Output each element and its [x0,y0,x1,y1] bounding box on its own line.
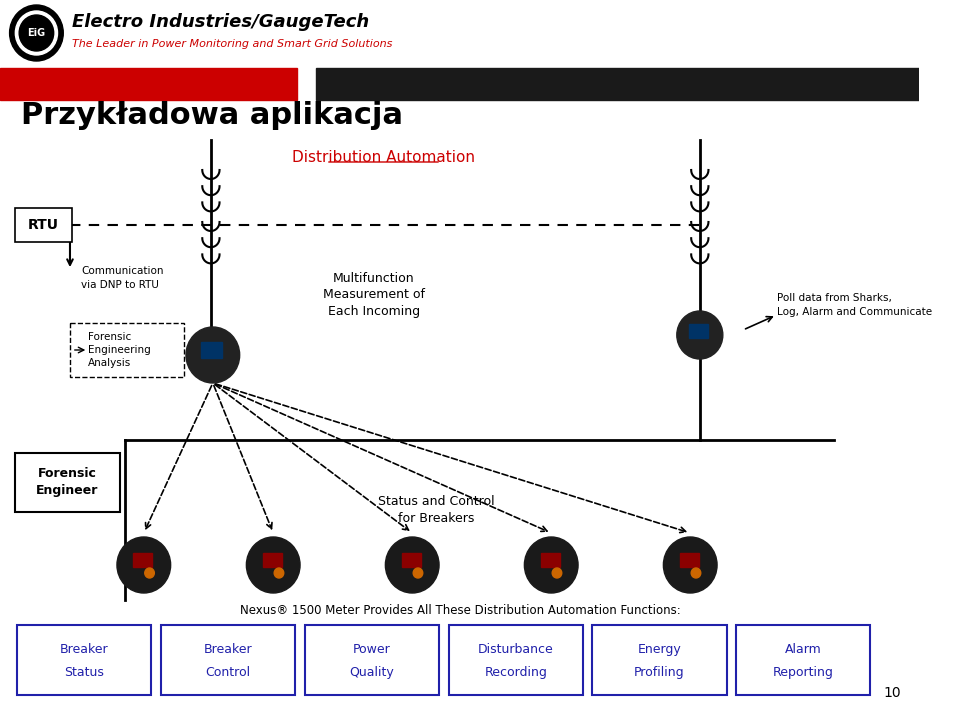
Circle shape [274,568,284,578]
Text: Multifunction
Measurement of
Each Incoming: Multifunction Measurement of Each Incomi… [323,271,425,319]
Text: Distribution Automation: Distribution Automation [292,151,475,165]
Bar [593,625,727,695]
Bar [541,553,560,567]
Circle shape [10,5,63,61]
Bar [263,553,282,567]
Text: Electro Industries/GaugeTech: Electro Industries/GaugeTech [72,13,369,31]
Bar [133,553,152,567]
Text: Quality: Quality [350,666,394,679]
Circle shape [413,568,423,578]
Circle shape [691,568,701,578]
Text: Forensic
Engineering
Analysis: Forensic Engineering Analysis [88,332,151,368]
Text: Energy: Energy [638,643,682,656]
Bar [201,342,222,358]
Circle shape [386,537,439,593]
Text: Forensic
Engineer: Forensic Engineer [35,467,98,497]
FancyBboxPatch shape [15,208,72,242]
Bar [161,625,295,695]
Circle shape [145,568,154,578]
Text: Alarm: Alarm [785,643,822,656]
Bar [449,625,583,695]
Text: Breaker: Breaker [204,643,252,656]
Text: Status: Status [64,666,105,679]
Text: Poll data from Sharks,
Log, Alarm and Communicate: Poll data from Sharks, Log, Alarm and Co… [777,293,931,317]
Bar [680,553,699,567]
Text: Disturbance: Disturbance [478,643,553,656]
Bar [402,553,421,567]
Circle shape [19,15,54,51]
Text: Status and Control
for Breakers: Status and Control for Breakers [378,495,495,525]
Circle shape [525,537,578,593]
Text: Power: Power [353,643,391,656]
Text: Communication
via DNP to RTU: Communication via DNP to RTU [82,266,164,290]
Text: Recording: Recording [484,666,548,679]
Bar [737,625,871,695]
Text: Nexus® 1500 Meter Provides All These Distribution Automation Functions:: Nexus® 1500 Meter Provides All These Dis… [240,604,681,616]
Bar [316,68,920,100]
Circle shape [677,311,723,359]
Text: Breaker: Breaker [60,643,108,656]
Text: Control: Control [205,666,250,679]
Circle shape [186,327,240,383]
Text: RTU: RTU [28,218,58,232]
Circle shape [15,11,58,55]
Circle shape [552,568,562,578]
Circle shape [246,537,300,593]
Text: Przykładowa aplikacja: Przykładowa aplikacja [21,101,403,129]
Text: The Leader in Power Monitoring and Smart Grid Solutions: The Leader in Power Monitoring and Smart… [72,39,392,49]
Bar [305,625,439,695]
Bar [0,68,297,100]
FancyBboxPatch shape [15,453,120,512]
Text: Reporting: Reporting [773,666,833,679]
Circle shape [117,537,171,593]
Text: 10: 10 [883,686,901,700]
Circle shape [664,537,717,593]
Bar [17,625,152,695]
Text: Profiling: Profiling [634,666,685,679]
Text: EiG: EiG [28,28,45,38]
Bar [690,324,709,338]
